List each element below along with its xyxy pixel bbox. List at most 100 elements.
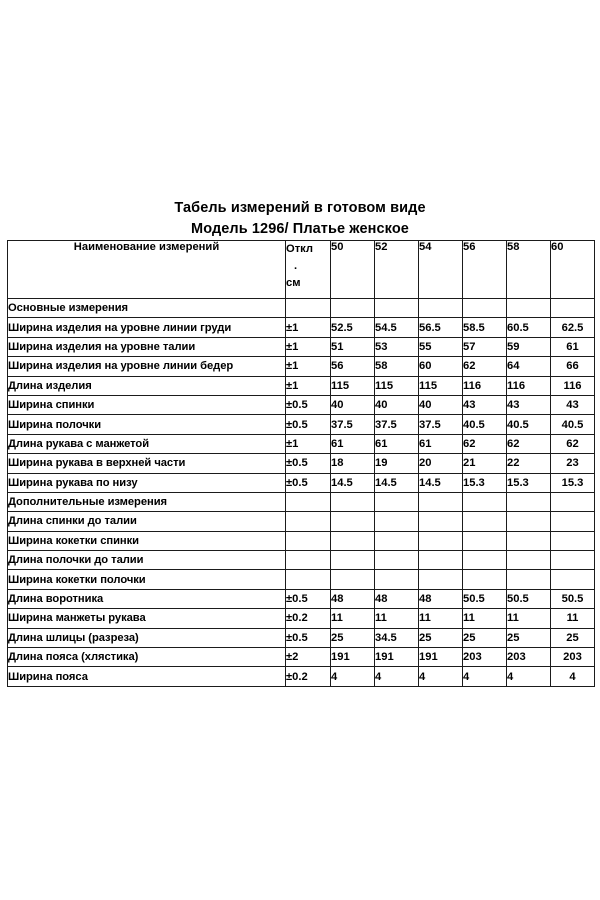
- value-cell-size-56: 21: [462, 453, 507, 474]
- value-cell-size-52: 53: [374, 336, 419, 358]
- column-header-measurement-name: Наименование измерений: [7, 240, 286, 299]
- table-row: Ширина изделия на уровне линии бедер ±1 56…: [7, 356, 595, 377]
- value-cell-size-52: 191: [374, 647, 419, 668]
- measurements-table: Наименование измерений Откл . см 50 52 54 5…: [7, 240, 595, 687]
- value-cell-size-52: 54.5: [374, 317, 419, 338]
- value-cell-size-56: [462, 511, 507, 532]
- value-cell-size-58: 43: [506, 394, 551, 416]
- measurement-name-cell: Длина изделия: [7, 375, 286, 396]
- value-cell-size-54: [418, 511, 463, 532]
- value-cell-size-56: 40.5: [462, 414, 507, 435]
- value-cell-size-56: 11: [462, 608, 507, 629]
- deviation-cell: ±0.5: [285, 472, 331, 493]
- table-row: Длина рукава с манжетой ±1 61 61 61 62 62 62: [7, 433, 595, 455]
- deviation-cell: [285, 491, 331, 513]
- value-cell-size-54: 115: [418, 375, 463, 396]
- value-cell-size-60: 23: [550, 453, 595, 474]
- value-cell-size-50: [330, 550, 375, 571]
- table-row: Длина воротника ±0.5 48 48 48 50.5 50.5 50.5: [7, 588, 595, 610]
- value-cell-size-60: [550, 511, 595, 532]
- measurement-name-cell: Длина спинки до талии: [7, 511, 286, 532]
- value-cell-size-52: 4: [374, 666, 419, 687]
- measurement-name-cell: Ширина манжеты рукава: [7, 608, 286, 629]
- measurement-name-cell: Ширина кокетки полочки: [7, 569, 286, 590]
- value-cell-size-60: 62: [550, 433, 595, 455]
- deviation-cell: ±0.5: [285, 627, 331, 649]
- measurement-name-cell: Ширина изделия на уровне талии: [7, 336, 286, 358]
- value-cell-size-58: [506, 297, 551, 319]
- value-cell-size-58: 4: [506, 666, 551, 687]
- value-cell-size-58: 203: [506, 647, 551, 668]
- value-cell-size-56: [462, 297, 507, 319]
- value-cell-size-54: [418, 569, 463, 590]
- value-cell-size-50: 115: [330, 375, 375, 396]
- value-cell-size-60: 25: [550, 627, 595, 649]
- value-cell-size-56: 62: [462, 433, 507, 455]
- measurement-name-cell: Ширина рукава по низу: [7, 472, 286, 493]
- page-title: Табель измерений в готовом виде: [174, 200, 426, 216]
- value-cell-size-50: [330, 297, 375, 319]
- value-cell-size-56: 15.3: [462, 472, 507, 493]
- value-cell-size-50: 18: [330, 453, 375, 474]
- table-row: Ширина рукава по низу ±0.5 14.5 14.5 14.5 15.…: [7, 472, 595, 493]
- measurement-name-cell: Длина воротника: [7, 588, 286, 610]
- deviation-label-line2: .: [294, 260, 298, 272]
- measurement-name-cell: Ширина спинки: [7, 394, 286, 416]
- value-cell-size-54: 56.5: [418, 317, 463, 338]
- value-cell-size-56: 203: [462, 647, 507, 668]
- value-cell-size-54: 48: [418, 588, 463, 610]
- value-cell-size-58: 60.5: [506, 317, 551, 338]
- value-cell-size-58: [506, 511, 551, 532]
- value-cell-size-50: 52.5: [330, 317, 375, 338]
- deviation-cell: ±0.5: [285, 414, 331, 435]
- table-row: Ширина спинки ±0.5 40 40 40 43 43 43: [7, 394, 595, 416]
- deviation-cell: [285, 511, 331, 532]
- value-cell-size-52: [374, 511, 419, 532]
- value-cell-size-58: 11: [506, 608, 551, 629]
- table-row: Длина изделия ±1 115 115 115 116 116 116: [7, 375, 595, 396]
- value-cell-size-50: [330, 530, 375, 552]
- value-cell-size-58: 15.3: [506, 472, 551, 493]
- value-cell-size-58: 50.5: [506, 588, 551, 610]
- value-cell-size-54: 4: [418, 666, 463, 687]
- measurement-name-cell: Длина пояса (хлястика): [7, 647, 286, 668]
- column-header-size-50: 50: [330, 240, 375, 299]
- table-row: Ширина кокетки спинки: [7, 530, 595, 552]
- deviation-label-line3: см: [286, 277, 301, 289]
- measurement-name-cell: Дополнительные измерения: [7, 491, 286, 513]
- value-cell-size-50: 61: [330, 433, 375, 455]
- value-cell-size-54: 14.5: [418, 472, 463, 493]
- value-cell-size-52: 19: [374, 453, 419, 474]
- value-cell-size-60: [550, 569, 595, 590]
- value-cell-size-54: [418, 550, 463, 571]
- value-cell-size-58: [506, 569, 551, 590]
- value-cell-size-60: 40.5: [550, 414, 595, 435]
- value-cell-size-56: 4: [462, 666, 507, 687]
- table-row: Длина шлицы (разреза) ±0.5 25 34.5 25 25 25 25: [7, 627, 595, 649]
- table-header-row: Наименование измерений Откл . см 50 52 54 5…: [7, 240, 595, 299]
- measurement-name-cell: Длина шлицы (разреза): [7, 627, 286, 649]
- value-cell-size-54: 60: [418, 356, 463, 377]
- value-cell-size-58: [506, 550, 551, 571]
- value-cell-size-50: [330, 511, 375, 532]
- table-row: Ширина рукава в верхней части ±0.5 18 19 20 2…: [7, 453, 595, 474]
- deviation-cell: ±1: [285, 375, 331, 396]
- value-cell-size-56: [462, 569, 507, 590]
- value-cell-size-56: 116: [462, 375, 507, 396]
- measurement-name-cell: Длина полочки до талии: [7, 550, 286, 571]
- value-cell-size-60: [550, 550, 595, 571]
- value-cell-size-52: 37.5: [374, 414, 419, 435]
- deviation-cell: ±0.2: [285, 608, 331, 629]
- value-cell-size-58: 25: [506, 627, 551, 649]
- value-cell-size-54: 37.5: [418, 414, 463, 435]
- value-cell-size-56: 62: [462, 356, 507, 377]
- value-cell-size-60: 43: [550, 394, 595, 416]
- deviation-cell: [285, 530, 331, 552]
- value-cell-size-52: [374, 550, 419, 571]
- deviation-cell: [285, 550, 331, 571]
- value-cell-size-60: 203: [550, 647, 595, 668]
- deviation-cell: ±0.2: [285, 666, 331, 687]
- value-cell-size-54: 191: [418, 647, 463, 668]
- value-cell-size-60: [550, 297, 595, 319]
- value-cell-size-52: 34.5: [374, 627, 419, 649]
